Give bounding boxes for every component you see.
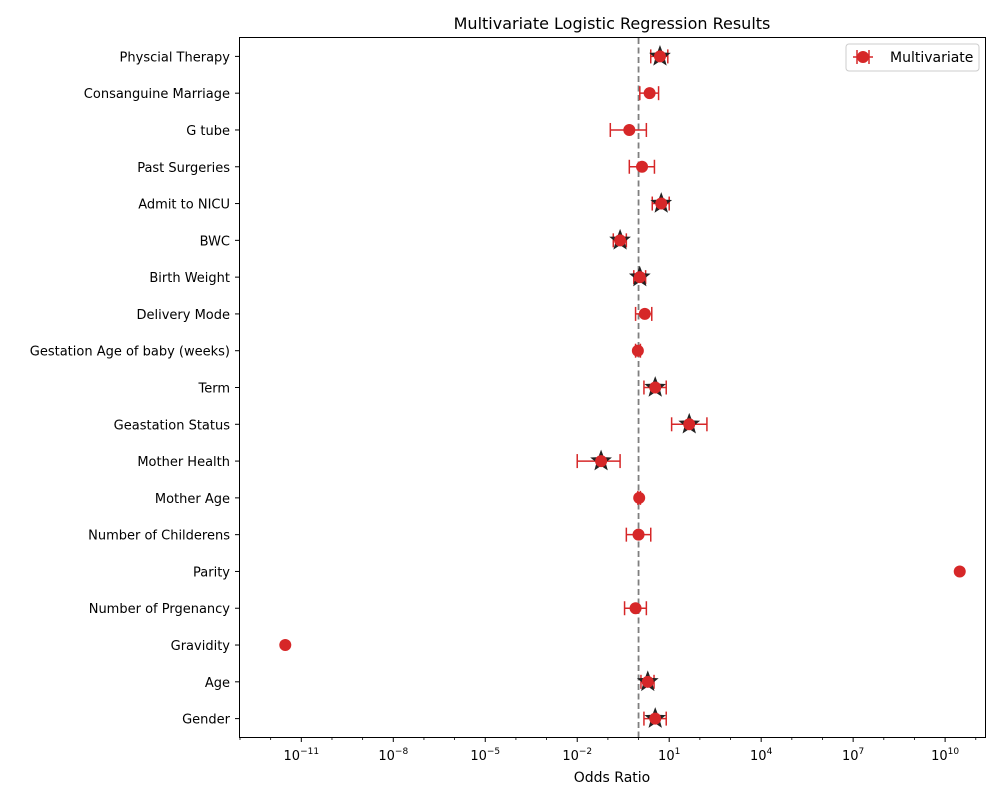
y-tick-label-mother-age: Mother Age <box>155 492 230 507</box>
row-number-of-prgenancy <box>623 601 648 616</box>
y-tick-label-g-tube: G tube <box>186 124 230 139</box>
point-term <box>649 381 662 394</box>
y-tick-label-past-surgeries: Past Surgeries <box>137 161 230 176</box>
row-term <box>643 376 667 397</box>
y-tick-label-parity: Parity <box>193 565 230 580</box>
x-tick-label-10: 1010 <box>931 747 959 764</box>
row-gravidity <box>279 639 292 652</box>
y-tick-label-delivery-mode: Delivery Mode <box>136 308 230 323</box>
legend-label: Multivariate <box>890 50 973 66</box>
row-past-surgeries <box>628 159 656 174</box>
point-gestation-age-of-baby-weeks <box>631 344 644 357</box>
y-tick-label-number-of-childerens: Number of Childerens <box>88 529 230 544</box>
row-gestation-age-of-baby-weeks <box>631 343 644 358</box>
legend-marker <box>857 51 869 63</box>
plot-frame <box>239 37 986 738</box>
y-tick-label-birth-weight: Birth Weight <box>149 271 230 286</box>
row-geastation-status <box>670 412 708 434</box>
x-tick-label-−5: 10−5 <box>470 747 500 764</box>
y-tick-label-gestation-age-of-baby-weeks: Gestation Age of baby (weeks) <box>30 345 230 360</box>
y-tick-label-geastation-status: Geastation Status <box>114 418 231 433</box>
x-tick-label-4: 104 <box>750 747 773 764</box>
point-gender <box>649 712 662 725</box>
point-mother-age <box>633 491 646 504</box>
point-mother-health <box>595 455 608 468</box>
row-consanguine-marriage <box>639 86 660 101</box>
row-gender <box>643 707 667 728</box>
x-tick-label-−11: 10−11 <box>284 747 320 764</box>
point-past-surgeries <box>636 160 649 173</box>
x-tick-label-−2: 10−2 <box>562 747 592 764</box>
row-delivery-mode <box>634 306 653 321</box>
y-tick-label-gravidity: Gravidity <box>171 639 231 654</box>
x-tick-label-7: 107 <box>842 747 864 764</box>
x-tick-label-−8: 10−8 <box>378 747 408 764</box>
row-number-of-childerens <box>625 527 652 542</box>
axes-layer: Physcial Therapy Consanguine Marriage G tu… <box>30 50 977 764</box>
y-tick-label-number-of-prgenancy: Number of Prgenancy <box>89 602 231 617</box>
point-gravidity <box>279 639 292 652</box>
y-tick-label-bwc: BWC <box>200 234 230 249</box>
y-tick-label-gender: Gender <box>182 713 231 728</box>
x-tick-label-1: 101 <box>658 747 680 764</box>
point-geastation-status <box>683 418 696 431</box>
point-parity <box>953 565 966 578</box>
point-delivery-mode <box>638 307 651 320</box>
data-layer <box>279 38 966 737</box>
y-tick-label-consanguine-marriage: Consanguine Marriage <box>84 87 230 102</box>
legend-box <box>845 43 980 72</box>
point-physcial-therapy <box>653 50 666 63</box>
y-tick-label-age: Age <box>205 676 230 691</box>
y-tick-label-admit-to-nicu: Admit to NICU <box>138 198 230 213</box>
point-age <box>641 675 654 688</box>
point-consanguine-marriage <box>643 87 656 100</box>
point-number-of-childerens <box>632 528 645 541</box>
point-birth-weight <box>633 271 646 284</box>
row-mother-age <box>633 490 646 505</box>
row-parity <box>953 565 966 578</box>
y-tick-label-mother-health: Mother Health <box>137 455 230 470</box>
row-g-tube <box>609 122 648 137</box>
row-birth-weight <box>628 265 651 287</box>
y-tick-label-physcial-therapy: Physcial Therapy <box>120 50 231 65</box>
point-number-of-prgenancy <box>629 602 642 615</box>
row-age <box>636 670 659 692</box>
row-bwc <box>609 228 631 250</box>
point-g-tube <box>623 123 636 136</box>
y-tick-label-term: Term <box>197 382 230 397</box>
row-admit-to-nicu <box>650 192 673 213</box>
row-physcial-therapy <box>649 44 671 66</box>
x-axis-label: Odds Ratio <box>574 770 650 786</box>
point-bwc <box>614 234 627 247</box>
point-admit-to-nicu <box>655 197 668 210</box>
chart-title: Multivariate Logistic Regression Results <box>454 14 771 33</box>
row-mother-health <box>576 449 621 471</box>
legend: Multivariate <box>845 43 980 72</box>
